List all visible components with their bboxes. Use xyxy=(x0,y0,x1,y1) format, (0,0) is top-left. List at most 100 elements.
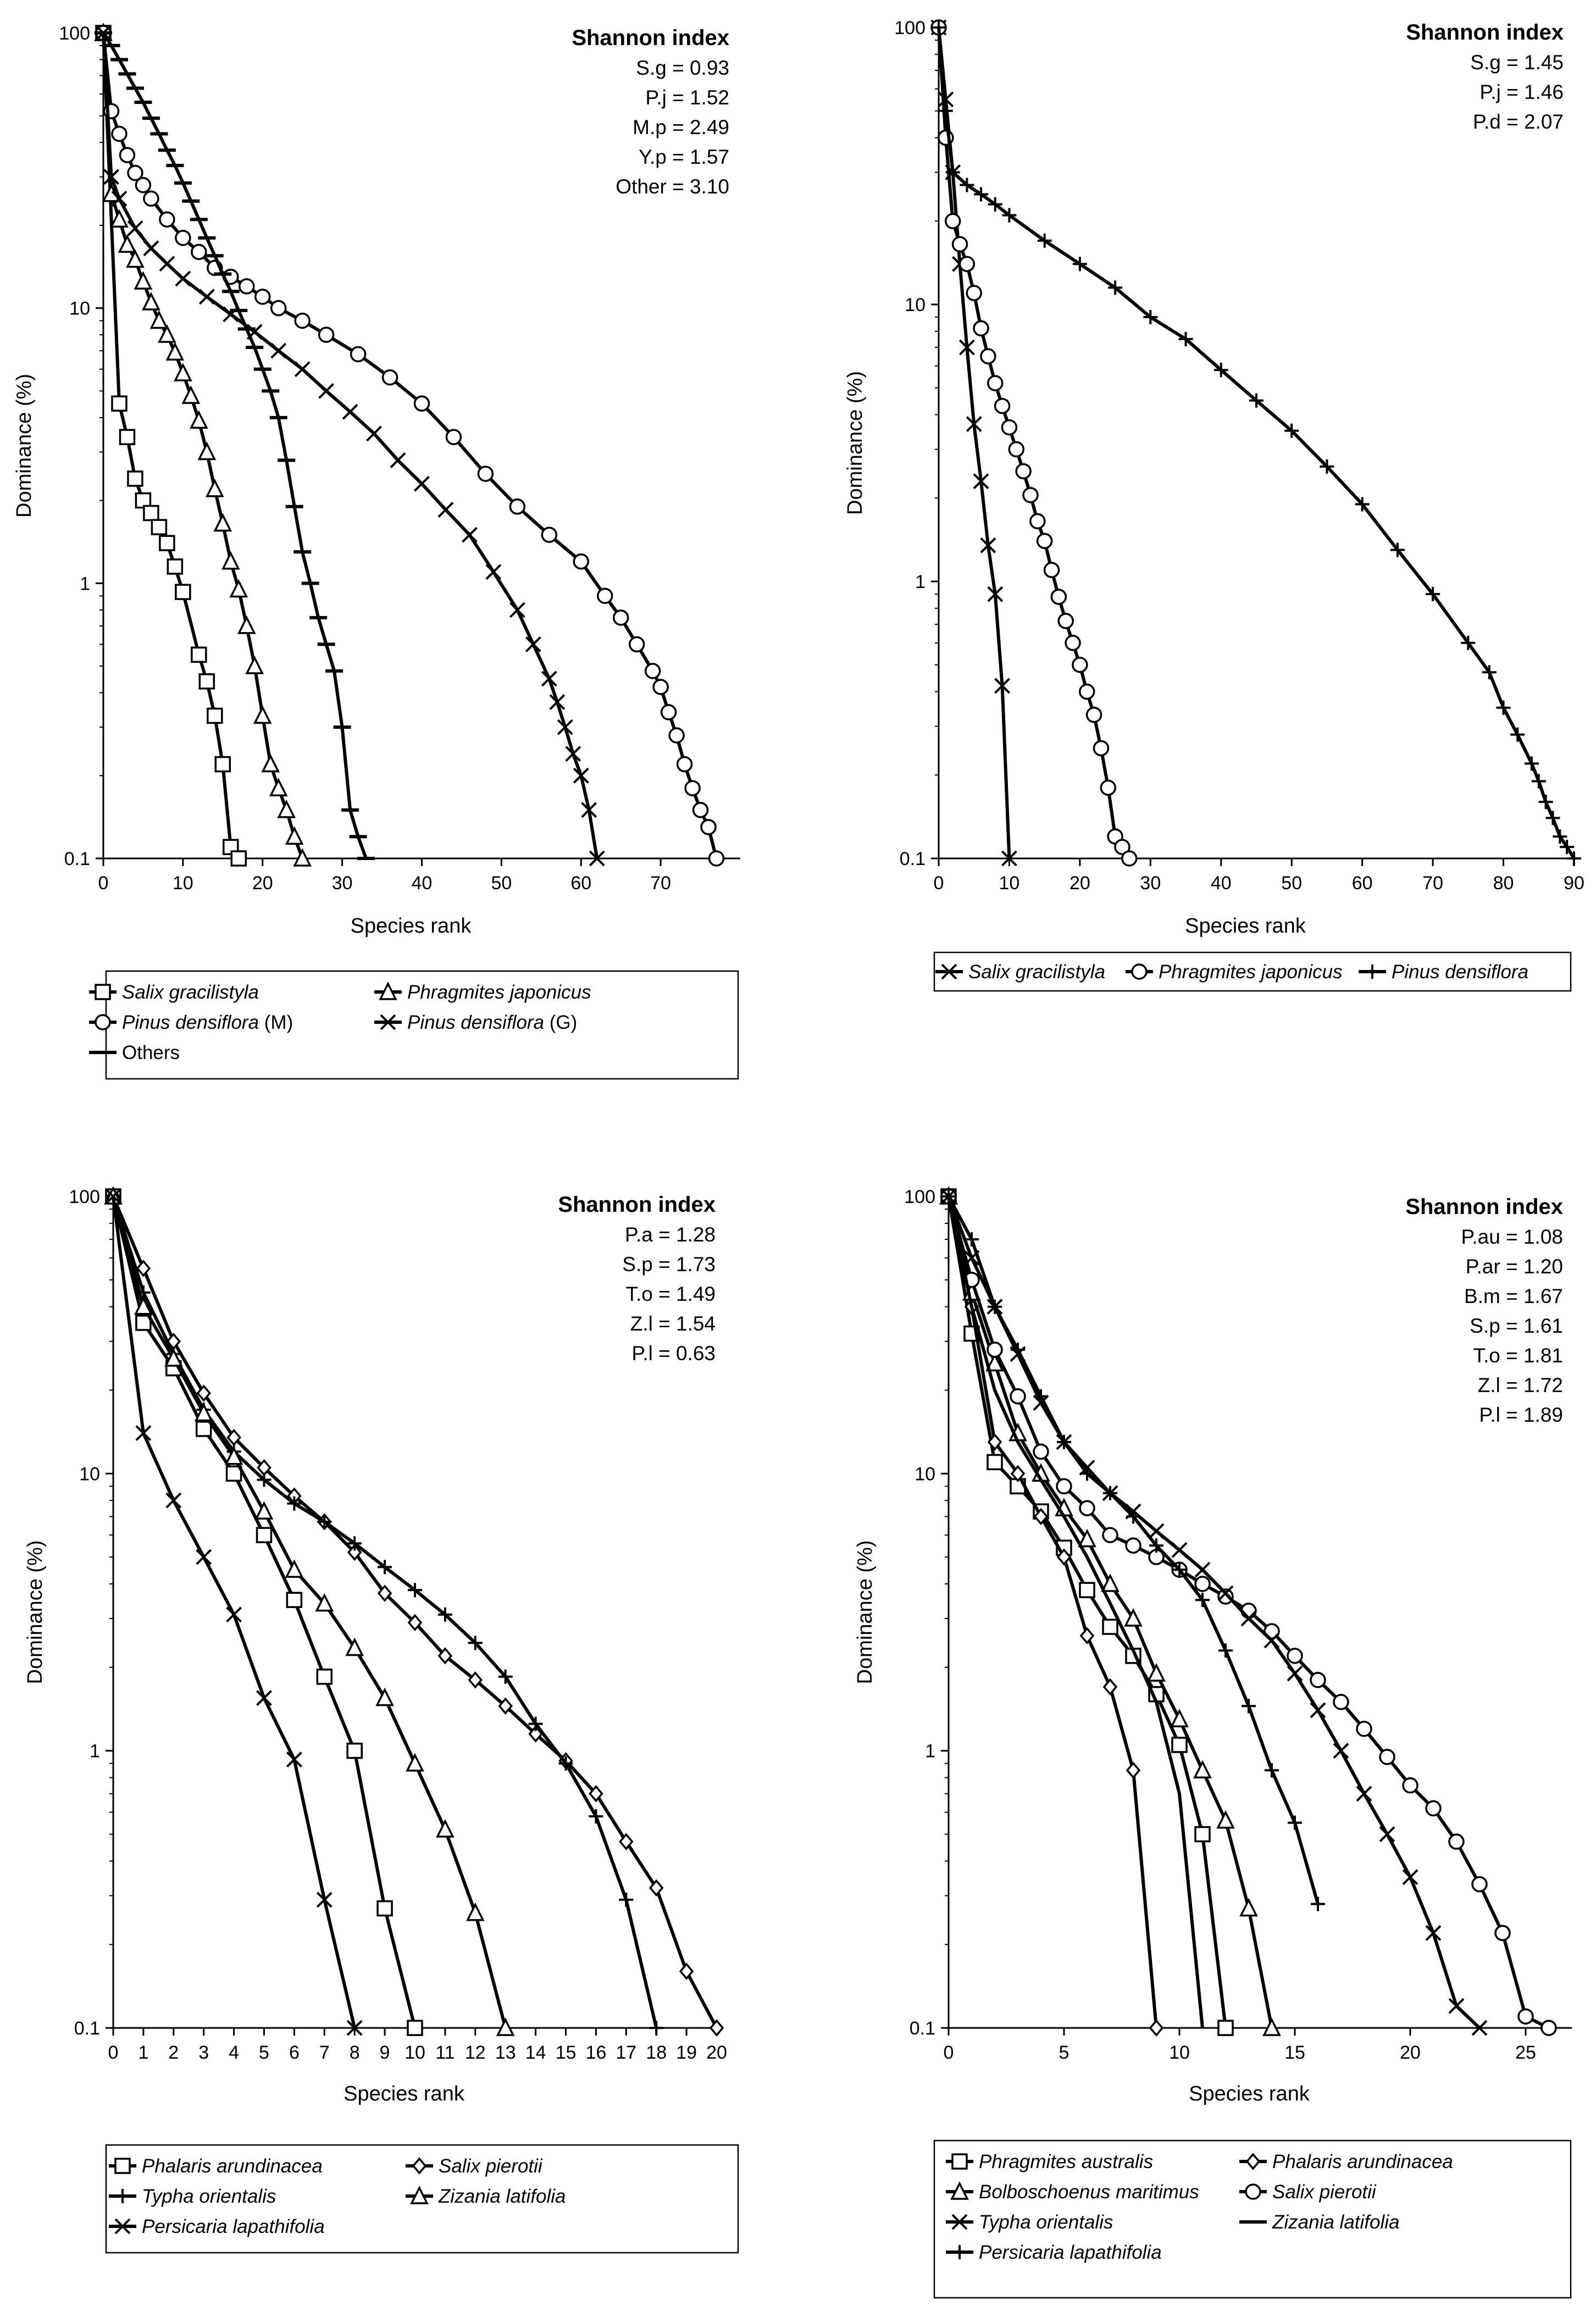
data-point xyxy=(468,1671,483,1689)
shannon-value: S.p = 1.61 xyxy=(1470,1315,1563,1337)
data-point xyxy=(1010,1388,1026,1405)
data-point xyxy=(285,1559,304,1578)
data-point xyxy=(1072,656,1088,673)
x-tick-label: 17 xyxy=(616,2042,636,2063)
data-point xyxy=(1170,1709,1189,1727)
data-point xyxy=(134,271,153,290)
legend-marker xyxy=(951,2214,968,2230)
data-point xyxy=(988,1299,1002,1314)
data-point xyxy=(1517,2008,1534,2025)
data-point xyxy=(509,498,526,515)
data-point xyxy=(1079,1500,1095,1517)
x-tick-label: 0 xyxy=(108,2042,119,2063)
data-point xyxy=(541,526,558,543)
data-point xyxy=(1103,1485,1117,1500)
legend-frame xyxy=(105,970,739,1080)
data-point xyxy=(134,1296,153,1315)
data-point xyxy=(1356,1786,1372,1802)
data-point xyxy=(1108,280,1123,295)
data-point xyxy=(1379,1826,1395,1842)
series-persicaria-lapathifolia xyxy=(105,1188,363,2036)
x-tick-label: 0 xyxy=(934,873,944,894)
data-point xyxy=(347,1536,362,1551)
x-tick-label: 30 xyxy=(332,873,353,894)
x-tick-label: 20 xyxy=(1400,2042,1421,2063)
data-point xyxy=(573,553,589,570)
shannon-index-box: Shannon index S.g = 1.45 P.j = 1.46 P.d = 2… xyxy=(1406,20,1564,133)
data-point xyxy=(1114,839,1130,855)
data-point xyxy=(1531,774,1546,789)
y-tick-label: 10 xyxy=(69,298,90,319)
data-point xyxy=(136,1260,151,1277)
shannon-value: Z.l = 1.54 xyxy=(630,1312,716,1335)
shannon-value: Z.l = 1.72 xyxy=(1478,1374,1563,1396)
data-point xyxy=(237,615,256,634)
data-point xyxy=(165,342,185,361)
data-point xyxy=(1471,1876,1488,1893)
data-point xyxy=(118,234,137,253)
data-point xyxy=(254,289,271,305)
data-point xyxy=(1195,1593,1210,1608)
data-point xyxy=(1029,513,1046,530)
legend-item: Pinus densiflora xyxy=(1359,961,1528,983)
series-zizania-latifolia xyxy=(104,1186,515,2036)
data-point xyxy=(437,1607,452,1622)
x-tick-label: 40 xyxy=(412,873,433,894)
data-point xyxy=(1093,740,1110,757)
data-point xyxy=(1390,542,1405,557)
y-axis-label: Dominance (%) xyxy=(854,1540,877,1684)
data-point xyxy=(581,802,597,818)
data-point xyxy=(628,636,645,653)
series-line xyxy=(937,27,1131,860)
data-point xyxy=(498,1669,513,1684)
shannon-index-box: Shannon index P.au = 1.08 P.ar = 1.20 B.m =… xyxy=(1405,1195,1563,1426)
data-point xyxy=(143,240,159,257)
shannon-value: P.l = 0.63 xyxy=(631,1342,716,1365)
data-point xyxy=(966,416,982,433)
y-tick-label: 100 xyxy=(69,1187,100,1207)
series-pinus-densiflora-m xyxy=(95,25,725,867)
series-salix-gracilistyla xyxy=(95,25,247,867)
data-point xyxy=(191,243,207,260)
data-point xyxy=(1001,850,1017,867)
data-point xyxy=(1178,331,1193,346)
data-point xyxy=(1102,1678,1118,1696)
legend-item: Persicaria lapathifolia xyxy=(946,2242,1162,2263)
legend-item: Typha orientalis xyxy=(946,2211,1113,2233)
data-point xyxy=(164,1348,183,1367)
data-point xyxy=(1425,1925,1442,1941)
data-point xyxy=(318,383,335,399)
legend-marker xyxy=(412,2157,427,2175)
legend-label: Phragmites japonicus xyxy=(1159,961,1343,983)
legend-item: Others xyxy=(89,1042,180,1063)
data-point xyxy=(205,478,224,497)
data-point xyxy=(1001,419,1018,436)
data-point xyxy=(127,470,143,487)
data-point xyxy=(1356,1720,1372,1737)
data-point xyxy=(589,1785,603,1803)
data-point xyxy=(1310,1702,1326,1719)
data-point xyxy=(221,551,240,570)
shannon-value: S.g = 1.45 xyxy=(1470,51,1564,74)
data-point xyxy=(468,1636,483,1650)
data-point xyxy=(293,848,312,867)
data-point xyxy=(1426,587,1440,602)
x-tick-label: 10 xyxy=(999,873,1020,894)
data-point xyxy=(1496,700,1511,715)
x-tick-label: 5 xyxy=(1059,2042,1069,2063)
data-point xyxy=(159,211,175,228)
series-line xyxy=(102,32,240,860)
data-point xyxy=(229,579,248,598)
y-axis-label: Dominance (%) xyxy=(844,371,867,515)
data-point xyxy=(541,670,557,687)
shannon-value: T.o = 1.81 xyxy=(1473,1344,1563,1367)
legend-label: Zizania latifolia xyxy=(1272,2211,1400,2233)
shannon-title: Shannon index xyxy=(558,1193,716,1217)
series-phragmites-japonicus xyxy=(94,23,312,867)
data-point xyxy=(316,1669,333,1685)
data-point xyxy=(709,2019,724,2037)
data-point xyxy=(1218,1643,1233,1658)
shannon-value: P.j = 1.46 xyxy=(1479,81,1564,103)
data-point xyxy=(612,609,629,626)
legend-marker xyxy=(1131,963,1148,980)
